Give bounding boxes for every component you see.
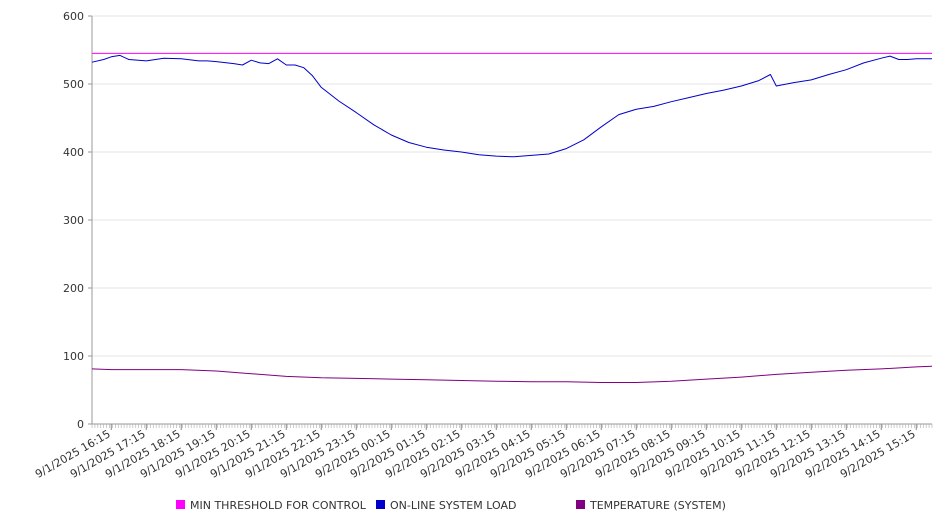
y-tick-label: 400 — [63, 146, 84, 159]
series-line-2 — [92, 55, 932, 156]
grid-lines — [92, 16, 932, 356]
line-chart: 0 100 200 300 400 500 600 9/1/2025 16:159/1/20… — [0, 0, 946, 526]
y-tick-label: 500 — [63, 78, 84, 91]
series-lines — [92, 53, 932, 382]
legend-swatch — [576, 500, 585, 509]
y-tick-label: 100 — [63, 350, 84, 363]
legend: MIN THRESHOLD FOR CONTROL ON-LINE SYSTEM … — [176, 499, 726, 512]
series-line-3 — [92, 366, 932, 382]
axes — [88, 16, 932, 430]
legend-label: MIN THRESHOLD FOR CONTROL — [190, 499, 367, 512]
legend-swatch — [176, 500, 185, 509]
y-tick-labels: 0 100 200 300 400 500 600 — [63, 10, 84, 431]
y-tick-label: 0 — [77, 418, 84, 431]
legend-swatch — [376, 500, 385, 509]
y-tick-label: 200 — [63, 282, 84, 295]
y-tick-label: 300 — [63, 214, 84, 227]
y-tick-label: 600 — [63, 10, 84, 23]
x-tick-labels: 9/1/2025 16:159/1/2025 17:159/1/2025 18:… — [33, 427, 918, 481]
legend-label: ON-LINE SYSTEM LOAD — [390, 499, 516, 512]
legend-label: TEMPERATURE (SYSTEM) — [589, 499, 726, 512]
